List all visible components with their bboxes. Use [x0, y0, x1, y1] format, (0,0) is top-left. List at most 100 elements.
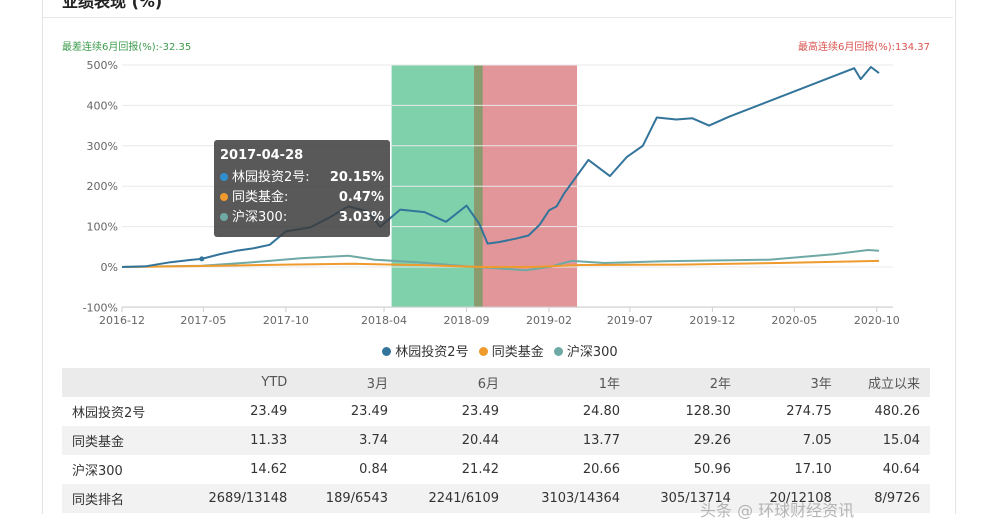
performance-table: YTD 3月 6月 1年 2年 3年 成立以来 林园投资2号 23.49 23.… [62, 368, 930, 513]
table-row: 同类排名 2689/13148 189/6543 2241/6109 3103/… [62, 484, 930, 513]
series-line-peer [121, 259, 880, 268]
table-header-since-inception: 成立以来 [841, 368, 930, 397]
x-tick-label: 2016-12 [99, 314, 145, 327]
table-cell: 2241/6109 [398, 484, 509, 513]
x-axis-ticks: 2016-12 2017-05 2017-10 2018-04 2018-09 2019-… [99, 307, 900, 327]
table-cell: 305/13714 [630, 484, 741, 513]
table-header-1y: 1年 [509, 368, 631, 397]
tooltip-label-index: 沪深300: [232, 210, 288, 225]
x-tick-label: 2019-02 [526, 314, 572, 327]
table-cell: 21.42 [461, 462, 499, 477]
chart-tooltip: 2017-04-28 林园投资2号: 20.15% 同类基金: 0.47% 沪深… [214, 140, 390, 237]
tooltip-date: 2017-04-28 [220, 148, 304, 163]
section-title-wrap: 业绩表现 (%) [62, 0, 362, 18]
table-cell: 128.30 [685, 404, 731, 419]
section-title: 业绩表现 (%) [62, 0, 163, 11]
tooltip-label-fund: 林园投资2号: [232, 170, 310, 185]
table-row: 沪深300 14.62 0.84 21.42 20.66 50.96 17.10… [62, 455, 930, 484]
table-row: 林园投资2号 23.49 23.49 23.49 24.80 128.30 27… [62, 397, 930, 426]
y-tick-label: -100% [83, 301, 118, 314]
watermark: 头条 @ 环球财经资讯 [700, 501, 855, 520]
legend-dot-fund [382, 347, 392, 356]
table-header-3m: 3月 [297, 368, 399, 397]
y-axis-ticks: 500% 400% 300% 200% 100% 0% -100% [83, 59, 118, 314]
series-line-index [121, 249, 880, 272]
table-cell: 23.49 [250, 404, 288, 419]
table-cell: 50.96 [693, 462, 731, 477]
table-cell: 274.75 [786, 404, 832, 419]
tooltip-row-fund: 林园投资2号: 20.15% [220, 169, 384, 187]
tooltip-dot-fund [220, 173, 228, 181]
tooltip-dot-index [220, 213, 228, 221]
x-tick-label: 2018-09 [444, 314, 490, 327]
legend-item-peer[interactable]: 同类基金 [478, 341, 544, 360]
table-cell: 20/12108 [740, 484, 842, 513]
table-cell: 23.49 [350, 404, 389, 419]
table-cell: 20.44 [398, 426, 509, 455]
title-divider [43, 17, 953, 18]
y-tick-label: 200% [87, 180, 118, 193]
table-header-row: YTD 3月 6月 1年 2年 3年 成立以来 [62, 368, 930, 397]
tooltip-value-peer: 0.47% [338, 190, 384, 205]
legend-dot-index [553, 347, 563, 356]
table-cell: 15.04 [841, 426, 930, 455]
table-cell: 2689/13148 [176, 484, 298, 513]
x-tick-label: 2017-05 [180, 314, 226, 327]
table-cell: 13.77 [509, 426, 631, 455]
table-cell: 23.49 [461, 404, 499, 419]
table-cell: 17.10 [794, 462, 832, 477]
y-tick-label: 300% [87, 140, 118, 153]
legend-item-index[interactable]: 沪深300 [553, 341, 618, 360]
x-tick-label: 2019-12 [689, 314, 735, 327]
series-lines [121, 66, 880, 272]
table-header-2y: 2年 [630, 368, 741, 397]
table-header-ytd: YTD [176, 368, 298, 397]
row-label: 林园投资2号 [72, 406, 146, 421]
best-6m-return-label: 最高连续6月回报(%):134.37 [797, 42, 930, 53]
legend-label-fund: 林园投资2号 [395, 345, 469, 360]
y-tick-label: 400% [87, 99, 118, 112]
performance-chart[interactable]: 500% 400% 300% 200% 100% 0% -100% 2016-12 2017-… [0, 0, 1000, 340]
table-cell: 14.62 [250, 462, 288, 477]
tooltip-row-peer: 同类基金: 0.47% [220, 189, 384, 207]
tooltip-value-index: 3.03% [338, 210, 384, 225]
table-row: 同类基金 11.33 3.74 20.44 13.77 29.26 7.05 1… [62, 426, 930, 455]
tooltip-dot-peer [220, 193, 228, 201]
table-cell: 3.74 [297, 426, 399, 455]
x-tick-label: 2020-10 [854, 314, 900, 327]
legend-label-peer: 同类基金 [491, 345, 544, 360]
table-cell: 20.66 [582, 462, 621, 477]
table-cell: 8/9726 [841, 484, 930, 513]
hover-point [199, 256, 205, 262]
chart-legend: 林园投资2号 同类基金 沪深300 [0, 341, 1000, 360]
row-label: 同类基金 [62, 426, 177, 455]
x-tick-label: 2019-07 [607, 314, 653, 327]
table-cell: 29.26 [630, 426, 741, 455]
legend-dot-peer [478, 347, 488, 356]
x-tick-label: 2018-04 [361, 314, 407, 327]
table-cell: 7.05 [740, 426, 842, 455]
table-cell: 3103/14364 [509, 484, 631, 513]
tooltip-value-fund: 20.15% [329, 170, 384, 185]
table-cell: 40.64 [882, 462, 920, 477]
x-tick-label: 2020-05 [771, 314, 817, 327]
worst-6m-return-label: 最差连续6月回报(%):-32.35 [62, 42, 192, 53]
table-header-6m: 6月 [398, 368, 509, 397]
row-label: 沪深300 [72, 464, 123, 479]
table-cell: 189/6543 [297, 484, 399, 513]
tooltip-row-index: 沪深300: 3.03% [220, 209, 384, 227]
legend-label-index: 沪深300 [566, 345, 618, 360]
x-tick-label: 2017-10 [263, 314, 309, 327]
table-header-blank [62, 368, 177, 397]
table-cell: 11.33 [176, 426, 298, 455]
row-label: 同类排名 [62, 484, 177, 513]
table-cell: 24.80 [582, 404, 621, 419]
series-line-fund [121, 66, 880, 268]
y-tick-label: 100% [87, 221, 118, 234]
table-cell: 480.26 [874, 404, 921, 419]
table-cell: 0.84 [359, 462, 389, 477]
y-tick-label: 500% [87, 59, 118, 72]
y-tick-label: 0% [101, 261, 118, 274]
tooltip-label-peer: 同类基金: [232, 190, 289, 205]
legend-item-fund[interactable]: 林园投资2号 [382, 341, 469, 360]
